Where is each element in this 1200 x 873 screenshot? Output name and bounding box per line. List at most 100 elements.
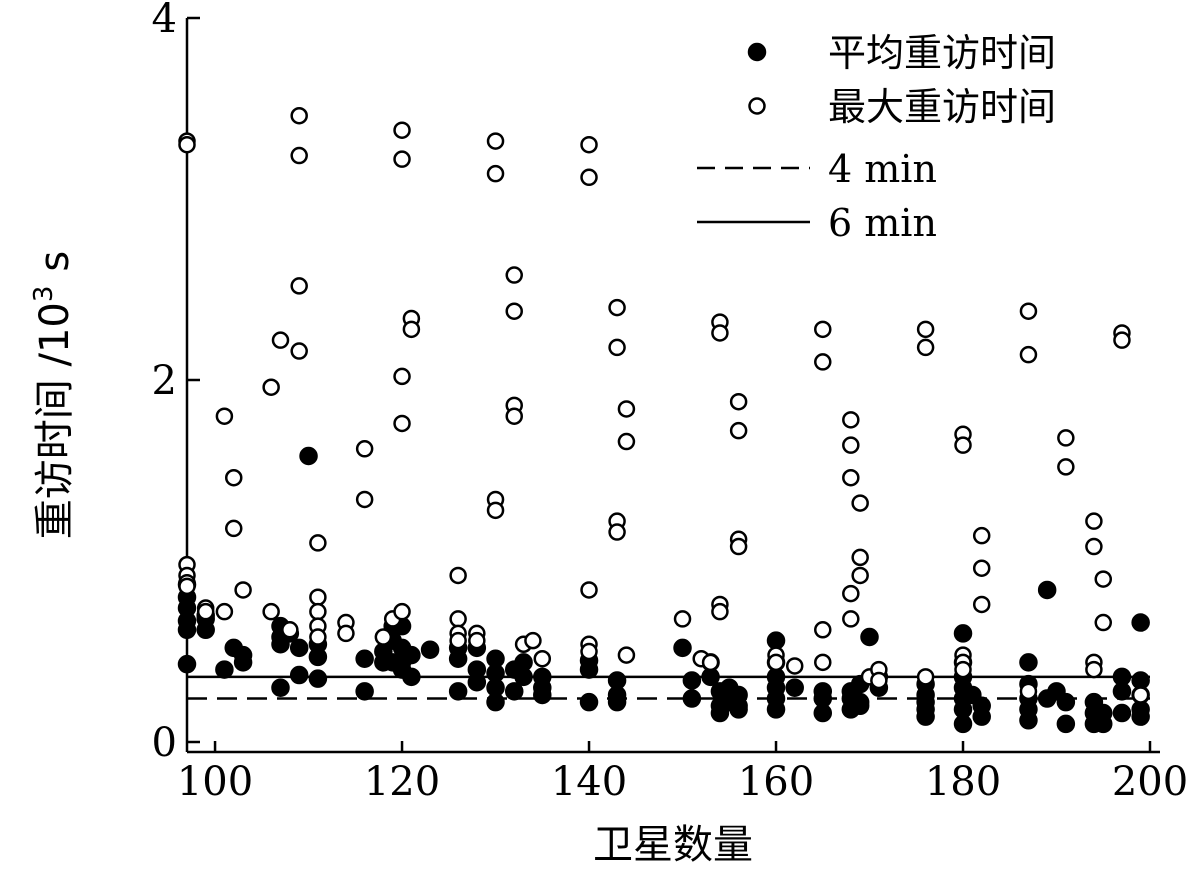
x-tick-label: 180 [925, 759, 1001, 805]
max-point [972, 595, 991, 614]
mean-point [850, 696, 870, 716]
reference-lines [187, 675, 1150, 700]
max-point [271, 331, 290, 349]
max-point [449, 631, 467, 650]
max-point [785, 657, 804, 675]
mean-point [1131, 613, 1150, 632]
mean-point [467, 673, 487, 692]
mean-point [729, 700, 748, 719]
mean-point [420, 640, 440, 659]
max-point [580, 642, 598, 661]
svg-text:重访时间 /103s: 重访时间 /103 s [29, 251, 78, 539]
x-tick-label: 100 [177, 759, 253, 805]
series-mean-revisit [177, 446, 1150, 734]
max-point [468, 631, 486, 650]
max-point [309, 628, 327, 646]
mean-point [682, 689, 702, 708]
max-point [580, 135, 598, 154]
max-point [1057, 458, 1075, 476]
x-tick-label: 200 [1112, 759, 1188, 805]
max-point [290, 146, 308, 165]
legend-marker-filled-circle [747, 42, 767, 62]
mean-point [308, 669, 328, 688]
mean-point [289, 665, 309, 685]
mean-point [579, 692, 599, 712]
max-point [309, 602, 327, 621]
max-point [178, 577, 196, 596]
max-point [814, 320, 832, 339]
mean-point [813, 703, 833, 723]
max-point [1085, 512, 1103, 530]
mean-point [355, 682, 374, 701]
max-point [374, 628, 393, 646]
max-point [814, 621, 832, 639]
mean-point [673, 638, 692, 658]
mean-point [682, 671, 702, 690]
x-tick-label: 120 [364, 759, 440, 805]
max-point [1094, 570, 1113, 588]
max-point [393, 414, 411, 433]
mean-point [607, 692, 627, 712]
max-point [701, 653, 720, 672]
legend-label-mean: 平均重访时间 [828, 31, 1056, 75]
mean-point [1056, 692, 1076, 712]
max-point [309, 534, 327, 552]
max-point [449, 610, 467, 628]
max-point [309, 588, 327, 606]
legend-label-max: 最大重访时间 [828, 85, 1056, 129]
series-layer [177, 106, 1150, 734]
max-point [524, 631, 542, 650]
mean-point [308, 647, 328, 667]
legend-marker-open-circle [748, 97, 766, 115]
max-point [617, 646, 636, 664]
max-point [842, 584, 860, 603]
max-point [851, 548, 869, 567]
mean-point [1131, 707, 1150, 726]
legend-label-4min: 4 min [828, 147, 937, 191]
max-point [262, 378, 280, 396]
max-point [711, 602, 729, 621]
max-point [617, 400, 636, 418]
max-point [729, 537, 748, 556]
max-point [505, 407, 523, 425]
max-point [215, 407, 234, 425]
mean-point [533, 685, 552, 705]
max-point [972, 559, 991, 577]
max-point [262, 602, 280, 621]
max-point [178, 135, 196, 154]
max-point [767, 653, 785, 672]
mean-point [1019, 711, 1038, 730]
mean-point [766, 700, 786, 719]
y-axis-title-text: 重访时间 /10 [32, 302, 78, 539]
max-point [215, 602, 234, 621]
max-point [355, 440, 374, 458]
max-point [486, 164, 505, 183]
max-point [234, 581, 252, 599]
max-point [814, 653, 832, 672]
max-point [355, 490, 374, 509]
mean-point [1019, 653, 1038, 672]
max-point [608, 523, 626, 541]
max-point [505, 266, 523, 284]
max-point [290, 106, 308, 125]
mean-point [299, 446, 318, 466]
mean-point [1112, 682, 1132, 701]
max-point [393, 150, 411, 168]
y-axis-title-exponent: 3 [29, 286, 59, 303]
mean-point [233, 653, 253, 672]
mean-point [196, 620, 215, 640]
x-axis-title: 卫星数量 [593, 822, 753, 868]
max-point [290, 342, 308, 360]
max-point [972, 526, 991, 545]
max-point [916, 338, 935, 357]
max-point [1094, 613, 1113, 632]
mean-point [486, 692, 505, 712]
y-axis-title-unit: s [32, 251, 78, 272]
max-point [954, 660, 972, 679]
max-point [1019, 682, 1038, 701]
max-point [711, 324, 729, 342]
max-point [842, 468, 860, 487]
max-point [814, 353, 832, 371]
max-point [916, 668, 935, 686]
